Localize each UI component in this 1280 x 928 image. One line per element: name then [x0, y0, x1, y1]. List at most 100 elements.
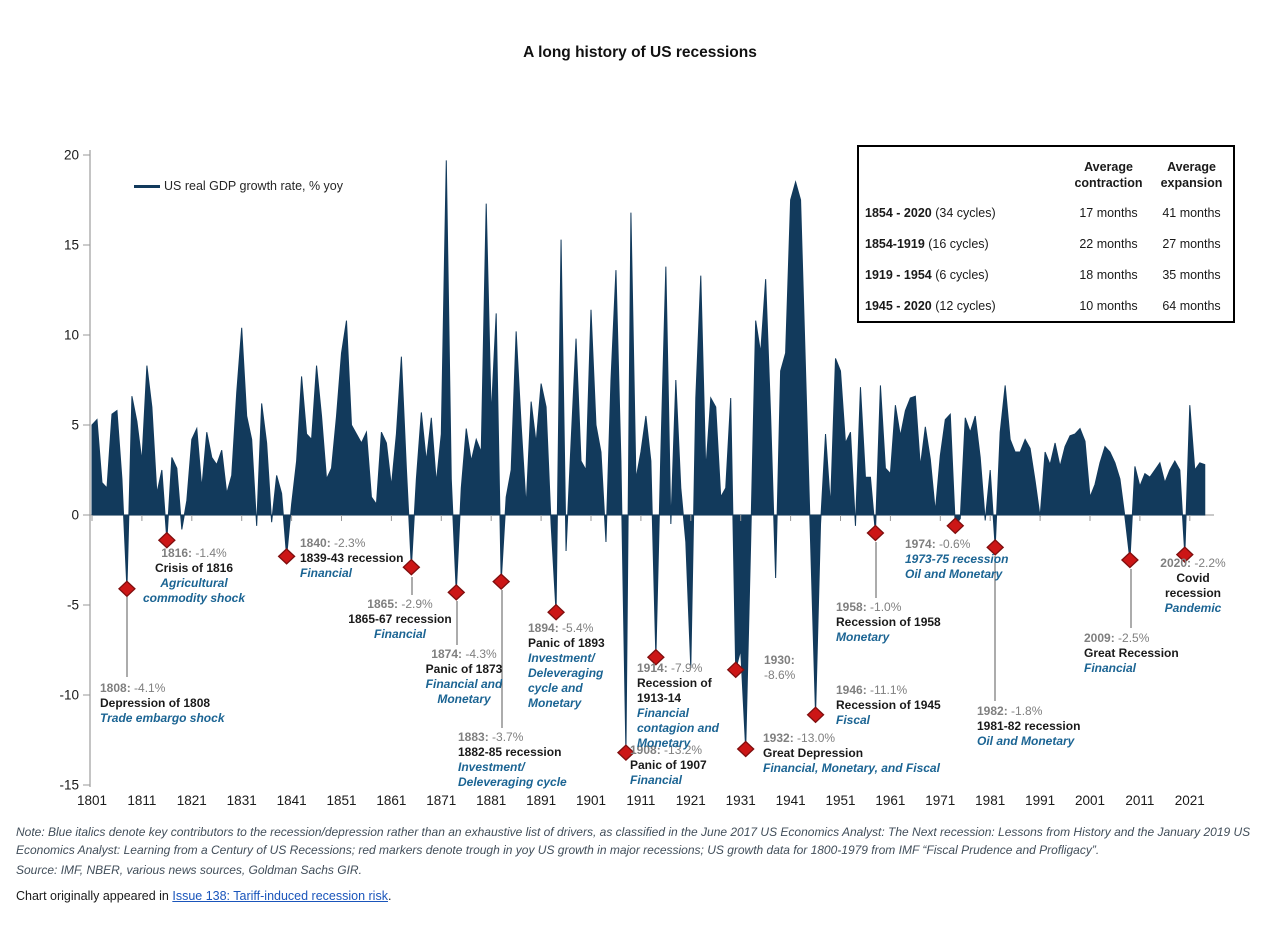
annotation-title: Great Depression: [763, 746, 864, 760]
stats-contraction-cell: 10 months: [1079, 298, 1138, 313]
annotation-driver: Financial, Monetary, and Fiscal: [763, 761, 940, 775]
footer-link[interactable]: Issue 138: Tariff-induced recession risk: [172, 889, 388, 903]
stats-header-row: Average contraction Average expansion: [859, 147, 1233, 197]
recession-trough-marker: [547, 603, 566, 621]
annotation-title: 1882-85 recession: [458, 745, 562, 759]
annotation-1932: 1932: -13.0% Great Depression Financial, M…: [763, 731, 983, 776]
stats-period-cell: 1919 - 1954 (6 cycles): [865, 267, 989, 282]
annotation-year-value: 2020: -2.2%: [1160, 556, 1226, 570]
annotation-title: Great Recession: [1084, 646, 1179, 660]
x-tick-label: 1881: [476, 793, 506, 808]
x-tick-label: 1871: [426, 793, 456, 808]
annotation-1946: 1946: -11.1% Recession of 1945 Fiscal: [836, 683, 971, 728]
x-tick-label: 1961: [875, 793, 905, 808]
annotation-title: Crisis of 1816: [154, 561, 234, 575]
annotation-year-value: 1816: -1.4%: [161, 546, 227, 560]
stats-expansion-cell: 35 months: [1162, 267, 1221, 282]
annotation-driver: Investment/ Deleveraging cycle and Monet…: [528, 651, 604, 710]
annotation-year-value: 1958: -1.0%: [836, 600, 902, 614]
annotation-title: 1839-43 recession: [300, 551, 404, 565]
annotation-title: Panic of 1893: [528, 636, 605, 650]
stats-row: 1945 - 2020 (12 cycles) 10 months 64 month…: [859, 290, 1233, 321]
annotation-1982: 1982: -1.8% 1981-82 recession Oil and Mone…: [977, 704, 1112, 749]
x-tick-label: 1821: [177, 793, 207, 808]
x-tick-label: 1931: [726, 793, 756, 808]
annotation-driver: Financial: [300, 566, 353, 580]
x-tick-label: 1811: [127, 793, 156, 808]
stats-header-empty: [859, 147, 1067, 197]
y-tick-label: 10: [64, 328, 79, 343]
annotation-year-value: 1982: -1.8%: [977, 704, 1043, 718]
annotation-year-value: 1874: -4.3%: [431, 647, 497, 661]
annotation-title: 1973-75 recession: [905, 552, 1009, 566]
note-text: Note: Blue italics denote key contributo…: [16, 825, 1251, 857]
annotation-2020: 2020: -2.2% Covid recession Pandemic: [1152, 556, 1234, 616]
y-tick-label: -15: [59, 778, 79, 793]
annotation-1865: 1865: -2.9% 1865-67 recession Financial: [340, 597, 460, 642]
annotation-year-value: 1908: -13.2%: [630, 743, 703, 757]
x-tick-label: 1841: [277, 793, 307, 808]
annotation-driver: Financial: [630, 773, 683, 787]
source-text: Source: IMF, NBER, various news sources,…: [16, 863, 362, 877]
annotation-driver: Investment/ Deleveraging cycle: [458, 760, 567, 789]
annotation-1930: 1930: -8.6%: [764, 653, 824, 683]
stats-contraction-cell: 18 months: [1079, 267, 1138, 282]
x-tick-label: 1911: [626, 793, 655, 808]
annotation-driver: Monetary: [836, 630, 890, 644]
stats-period-cell: 1854-1919 (16 cycles): [865, 236, 989, 251]
recession-trough-marker: [866, 524, 885, 542]
x-tick-label: 2021: [1175, 793, 1205, 808]
annotation-title: Recession of 1913-14: [637, 676, 712, 705]
y-tick-label: 15: [64, 238, 79, 253]
x-tick-label: 1971: [925, 793, 955, 808]
recession-trough-marker: [806, 706, 825, 724]
footer: Chart originally appeared in Issue 138: …: [16, 889, 391, 903]
annotation-1914: 1914: -7.9% Recession of 1913-14 Financial…: [637, 661, 737, 751]
x-tick-label: 1801: [77, 793, 107, 808]
annotation-year-value: 1946: -11.1%: [836, 683, 908, 697]
annotation-title: Recession of 1945: [836, 698, 941, 712]
annotation-1840: 1840: -2.3% 1839-43 recession Financial: [300, 536, 430, 581]
stats-expansion-cell: 27 months: [1162, 236, 1221, 251]
legend: US real GDP growth rate, % yoy: [134, 179, 343, 193]
x-tick-label: 1891: [526, 793, 556, 808]
x-tick-label: 1831: [227, 793, 257, 808]
annotation-driver: Agricultural commodity shock: [142, 576, 246, 605]
annotation-title: Panic of 1907: [630, 758, 707, 772]
annotation-year-value: 1865: -2.9%: [367, 597, 433, 611]
annotation-year-value: 1894: -5.4%: [528, 621, 594, 635]
x-tick-label: 1901: [576, 793, 606, 808]
y-tick-label: -10: [59, 688, 79, 703]
recession-trough-marker: [736, 740, 755, 758]
stats-row: 1854 - 2020 (34 cycles) 17 months 41 month…: [859, 197, 1233, 228]
recession-trough-marker: [492, 573, 511, 590]
x-tick-label: 1941: [776, 793, 806, 808]
annotation-driver: Oil and Monetary: [977, 734, 1075, 748]
annotation-year-value: 1808: -4.1%: [100, 681, 166, 695]
stats-contraction-cell: 17 months: [1079, 205, 1138, 220]
annotation-title: Panic of 1873: [425, 662, 503, 676]
legend-label: US real GDP growth rate, % yoy: [164, 179, 344, 193]
annotation-driver: Trade embargo shock: [100, 711, 225, 725]
annotation-1894: 1894: -5.4% Panic of 1893 Investment/ Dele…: [528, 621, 620, 711]
annotation-1908: 1908: -13.2% Panic of 1907 Financial: [630, 743, 740, 788]
legend-line-swatch: [134, 184, 160, 188]
stats-row: 1854-1919 (16 cycles) 22 months 27 months: [859, 228, 1233, 259]
annotation-title: 1981-82 recession: [977, 719, 1081, 733]
annotation-year-value: 1974: -0.6%: [905, 537, 971, 551]
annotation-year-value: 1883: -3.7%: [458, 730, 524, 744]
annotation-year-value: 1932: -13.0%: [763, 731, 836, 745]
annotation-year-value: 2009: -2.5%: [1084, 631, 1150, 645]
annotation-title: Depression of 1808: [100, 696, 211, 710]
annotation-driver: Oil and Monetary: [905, 567, 1003, 581]
y-tick-label: -5: [67, 598, 79, 613]
stats-table: Average contraction Average expansion 18…: [857, 145, 1235, 323]
y-tick-label: 5: [71, 418, 79, 433]
x-tick-label: 1991: [1025, 793, 1055, 808]
x-tick-label: 2011: [1125, 793, 1154, 808]
annotation-driver: Financial contagion and Monetary: [637, 706, 719, 750]
annotation-title: 1865-67 recession: [348, 612, 452, 626]
x-tick-label: 1861: [376, 793, 406, 808]
footer-suffix: .: [387, 889, 392, 903]
